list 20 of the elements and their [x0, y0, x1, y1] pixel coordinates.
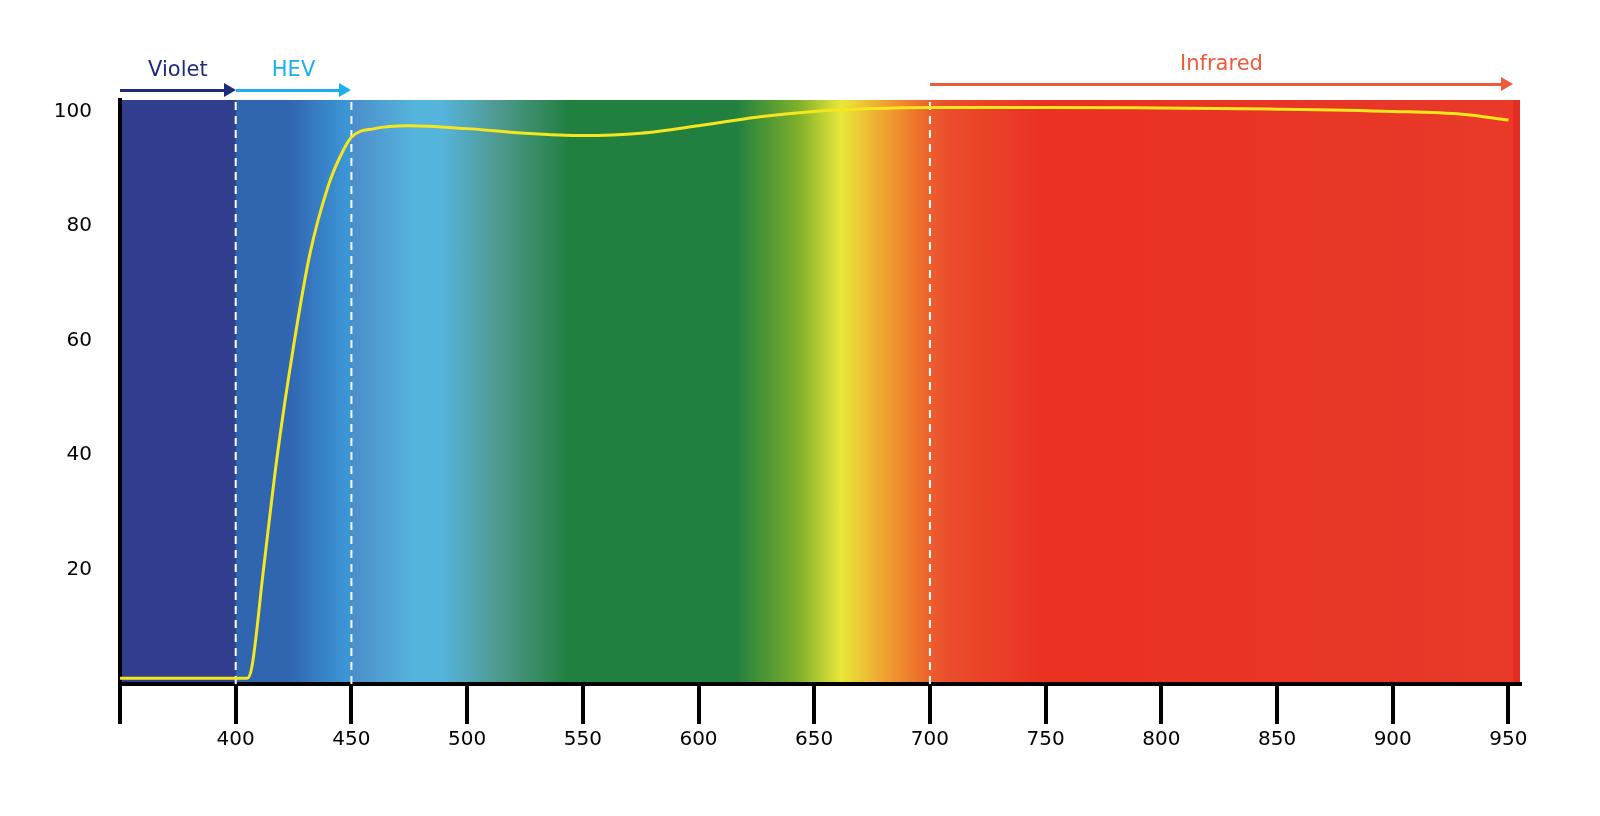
- x-tick-label: 950: [1489, 726, 1528, 751]
- x-tick-label: 850: [1257, 726, 1297, 751]
- band-label: HEV: [271, 57, 316, 81]
- y-tick-label: 100: [53, 97, 92, 122]
- x-tick-label: 500: [448, 726, 487, 751]
- x-tick-label: 450: [332, 726, 371, 751]
- x-tick-label: 650: [795, 726, 834, 751]
- y-tick-label: 20: [66, 555, 92, 580]
- band-label: Infrared: [1180, 51, 1263, 75]
- x-tick-label: 900: [1373, 726, 1412, 751]
- y-tick-label: 80: [66, 212, 92, 237]
- x-tick-label: 400: [216, 726, 255, 751]
- x-tick-label: 750: [1026, 726, 1065, 751]
- x-tick-label: 550: [563, 726, 602, 751]
- x-tick-label: 700: [910, 726, 950, 751]
- band-label: Violet: [148, 57, 208, 81]
- y-tick-label: 60: [66, 326, 92, 351]
- x-tick-label: 600: [679, 726, 718, 751]
- x-tick-label: 800: [1142, 726, 1181, 751]
- y-tick-label: 40: [66, 441, 92, 466]
